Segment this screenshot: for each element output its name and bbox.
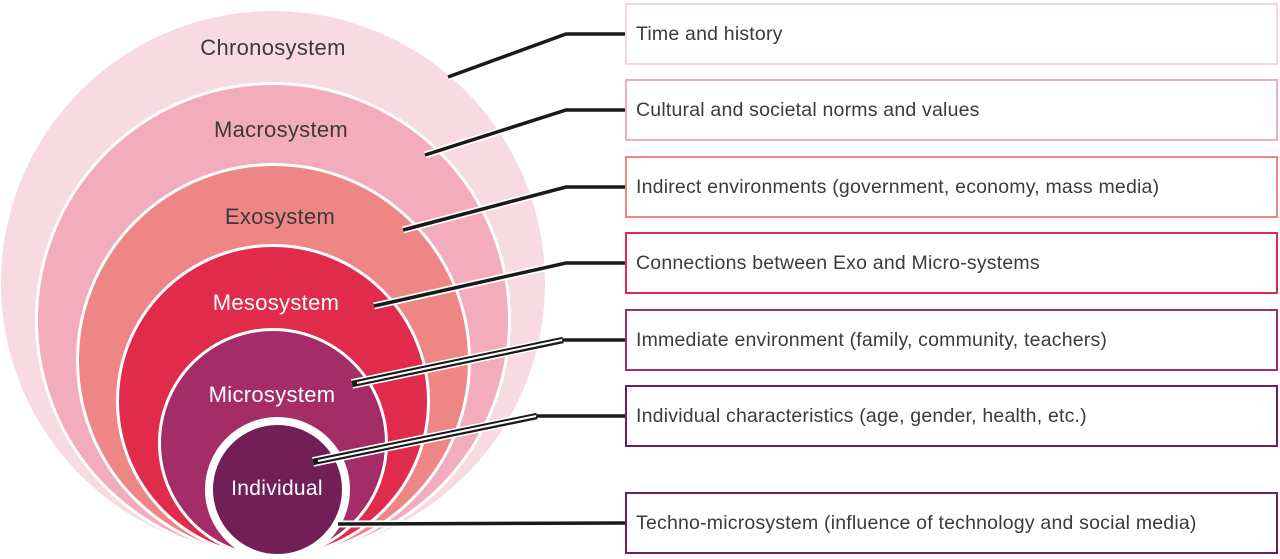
- legend-box-label: Techno-microsystem (influence of technol…: [636, 511, 1197, 534]
- circle-label-macrosystem: Macrosystem: [213, 117, 349, 142]
- legend-box-individual-characteristics: Individual characteristics (age, gender,…: [625, 385, 1278, 447]
- legend-box-label: Time and history: [636, 22, 783, 45]
- circle-label-chronosystem: Chronosystem: [200, 35, 346, 60]
- legend-box-label: Immediate environment (family, community…: [636, 328, 1108, 351]
- circle-label-mesosystem: Mesosystem: [212, 290, 340, 315]
- legend-box-label: Individual characteristics (age, gender,…: [636, 404, 1087, 427]
- legend-box-immediate-environment: Immediate environment (family, community…: [625, 309, 1278, 371]
- legend-box-label: Connections between Exo and Micro-system…: [636, 251, 1040, 274]
- circle-label-individual: Individual: [231, 477, 323, 500]
- legend-box-techno-microsystem: Techno-microsystem (influence of technol…: [625, 492, 1278, 554]
- circle-label-exosystem: Exosystem: [224, 204, 336, 229]
- circle-label-microsystem: Microsystem: [208, 382, 336, 407]
- legend-box-time-and-history: Time and history: [625, 3, 1278, 65]
- legend-box-label: Cultural and societal norms and values: [636, 98, 980, 121]
- legend-box-cultural-norms: Cultural and societal norms and values: [625, 79, 1278, 141]
- legend-box-label: Indirect environments (government, econo…: [636, 175, 1160, 198]
- legend-box-indirect-environments: Indirect environments (government, econo…: [625, 156, 1278, 218]
- legend-box-exo-micro-connections: Connections between Exo and Micro-system…: [625, 232, 1278, 294]
